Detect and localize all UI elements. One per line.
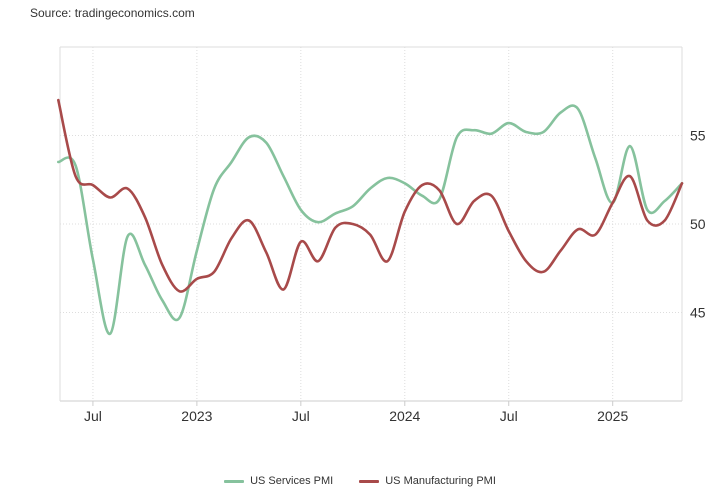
legend-item-services[interactable]: US Services PMI (224, 475, 333, 487)
axes (59, 47, 683, 406)
x-tick-label: 2024 (389, 408, 420, 424)
x-tick-label: Jul (84, 408, 102, 424)
legend-label-services: US Services PMI (250, 475, 334, 487)
tick-labels: 45 50 55 Jul 2023 Jul 2024 Jul 2025 (84, 128, 706, 425)
legend-label-manufacturing: US Manufacturing PMI (385, 475, 496, 487)
source-label: Source: tradingeconomics.com (30, 6, 195, 20)
legend: US Services PMI US Manufacturing PMI (0, 475, 720, 487)
y-tick-label: 50 (690, 216, 706, 232)
grid-lines (60, 46, 682, 401)
legend-swatch-manufacturing (359, 479, 380, 483)
y-tick-label: 45 (690, 305, 706, 321)
legend-item-manufacturing[interactable]: US Manufacturing PMI (359, 475, 496, 487)
x-tick-label: 2025 (597, 408, 628, 424)
manufacturing-line[interactable] (57, 98, 684, 293)
y-tick-label: 55 (690, 128, 706, 144)
series-lines (57, 98, 684, 336)
pmi-line-chart: 45 50 55 Jul 2023 Jul 2024 Jul 2025 (57, 46, 706, 425)
legend-swatch-services (224, 479, 245, 483)
x-tick-label: Jul (500, 408, 518, 424)
x-tick-label: Jul (292, 408, 310, 424)
services-line[interactable] (57, 104, 684, 336)
x-tick-label: 2023 (181, 408, 212, 424)
